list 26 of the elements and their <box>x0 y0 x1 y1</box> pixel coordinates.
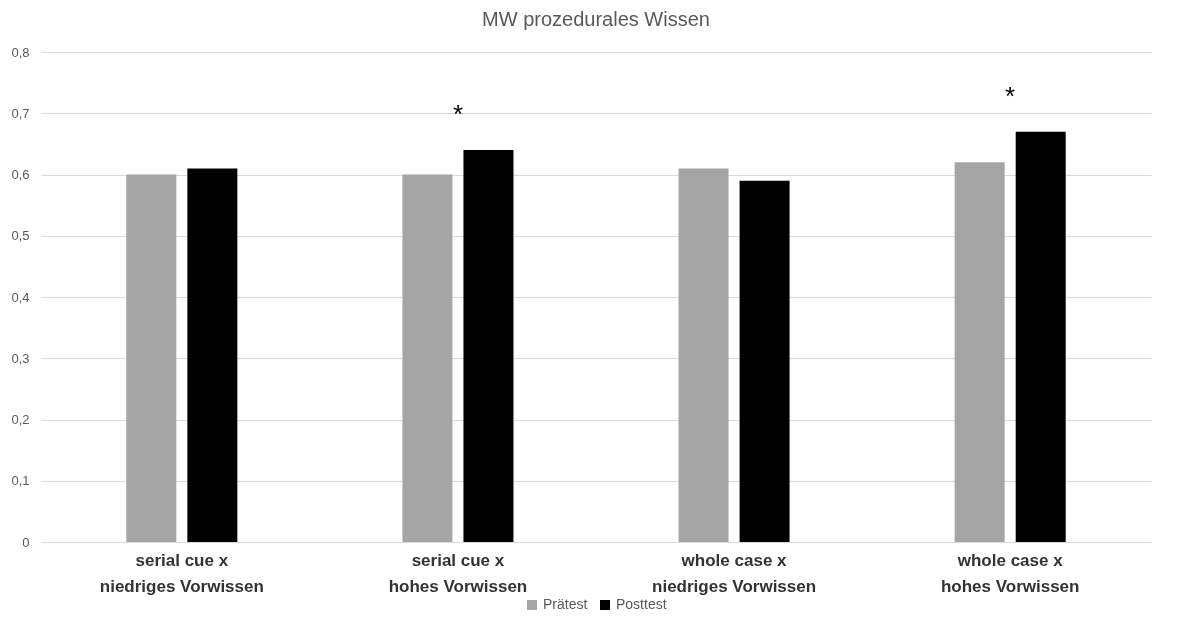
annotation: * <box>452 99 463 129</box>
y-tick-label: 0,7 <box>11 105 30 121</box>
bar <box>463 150 514 542</box>
annotation: * <box>1005 80 1016 111</box>
bar <box>1015 131 1066 542</box>
y-tick-label: 0,4 <box>11 289 30 305</box>
chart-title: MW prozedurales Wissen <box>482 8 710 30</box>
bar <box>678 168 729 542</box>
bar <box>739 180 790 542</box>
legend-label: Posttest <box>616 596 667 612</box>
x-tick-label: whole case x hohes Vorwissen <box>940 550 1080 596</box>
x-tick-label: serial cue x hohes Vorwissen <box>388 550 528 596</box>
y-tick-label: 0,8 <box>11 44 30 60</box>
legend-label: Prätest <box>543 596 588 612</box>
bar <box>402 174 453 542</box>
y-tick-label: 0,5 <box>11 228 30 244</box>
x-tick-label: whole case x niedriges Vorwissen <box>652 550 817 596</box>
x-tick-label: serial cue x niedriges Vorwissen <box>99 550 264 596</box>
bar <box>187 168 238 542</box>
y-tick-label: 0,6 <box>11 167 30 182</box>
y-tick-label: 0,1 <box>11 473 30 489</box>
y-tick-label: 0,2 <box>11 412 30 427</box>
y-tick-label: 0,3 <box>11 350 30 366</box>
y-tick-label: 0 <box>22 534 30 550</box>
bar <box>954 162 1005 542</box>
bar <box>126 174 177 542</box>
